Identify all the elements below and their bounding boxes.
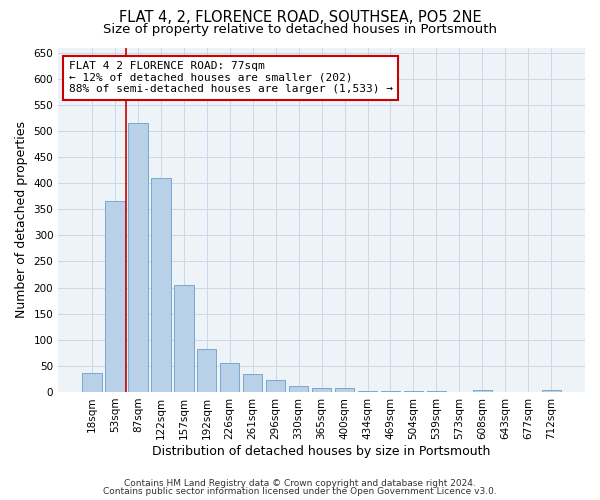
X-axis label: Distribution of detached houses by size in Portsmouth: Distribution of detached houses by size … bbox=[152, 444, 491, 458]
Bar bbox=[473, 390, 492, 392]
Bar bbox=[404, 391, 423, 392]
Bar bbox=[381, 391, 400, 392]
Bar bbox=[151, 178, 170, 392]
Bar bbox=[335, 388, 355, 392]
Bar bbox=[266, 380, 286, 392]
Bar bbox=[174, 285, 194, 392]
Bar bbox=[197, 349, 217, 392]
Bar bbox=[289, 386, 308, 392]
Text: Contains public sector information licensed under the Open Government Licence v3: Contains public sector information licen… bbox=[103, 487, 497, 496]
Bar bbox=[312, 388, 331, 392]
Bar bbox=[82, 372, 101, 392]
Text: FLAT 4 2 FLORENCE ROAD: 77sqm
← 12% of detached houses are smaller (202)
88% of : FLAT 4 2 FLORENCE ROAD: 77sqm ← 12% of d… bbox=[69, 62, 393, 94]
Text: FLAT 4, 2, FLORENCE ROAD, SOUTHSEA, PO5 2NE: FLAT 4, 2, FLORENCE ROAD, SOUTHSEA, PO5 … bbox=[119, 10, 481, 25]
Bar bbox=[128, 123, 148, 392]
Text: Size of property relative to detached houses in Portsmouth: Size of property relative to detached ho… bbox=[103, 22, 497, 36]
Bar bbox=[243, 374, 262, 392]
Y-axis label: Number of detached properties: Number of detached properties bbox=[15, 121, 28, 318]
Text: Contains HM Land Registry data © Crown copyright and database right 2024.: Contains HM Land Registry data © Crown c… bbox=[124, 478, 476, 488]
Bar bbox=[358, 391, 377, 392]
Bar bbox=[105, 202, 125, 392]
Bar bbox=[542, 390, 561, 392]
Bar bbox=[220, 364, 239, 392]
